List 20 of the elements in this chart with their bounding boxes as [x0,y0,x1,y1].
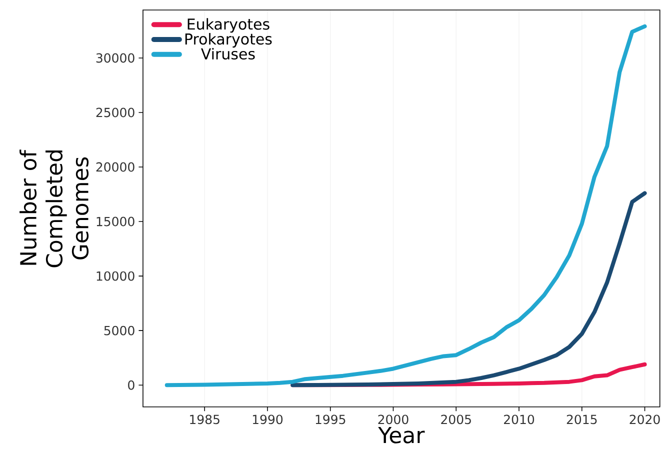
legend-label: Eukaryotes [188,18,270,33]
x-tick-label: 2010 [504,414,534,424]
y-tick-label: 20000 [96,162,134,172]
y-tick-label: 5000 [104,326,134,336]
y-tick-label: 10000 [96,271,134,281]
y-tick-label: 25000 [96,108,134,118]
y-axis-title: Number of Completed Genomes [20,150,89,268]
x-tick-label: 2005 [441,414,471,424]
y-tick-label: 15000 [96,216,134,226]
legend-label: Viruses [201,48,255,60]
x-tick-label: 1990 [252,414,283,424]
x-tick-label: 2000 [378,414,408,424]
y-tick-label: 30000 [96,53,134,63]
x-tick-label: 1985 [190,414,220,424]
y-tick-label: 0 [128,380,134,390]
x-tick-label: 2020 [630,414,660,424]
x-tick-label: 1995 [316,414,346,424]
x-axis-title: Year [378,427,425,444]
x-tick-label: 2015 [566,414,597,424]
legend-label: Prokaryotes [185,33,272,48]
